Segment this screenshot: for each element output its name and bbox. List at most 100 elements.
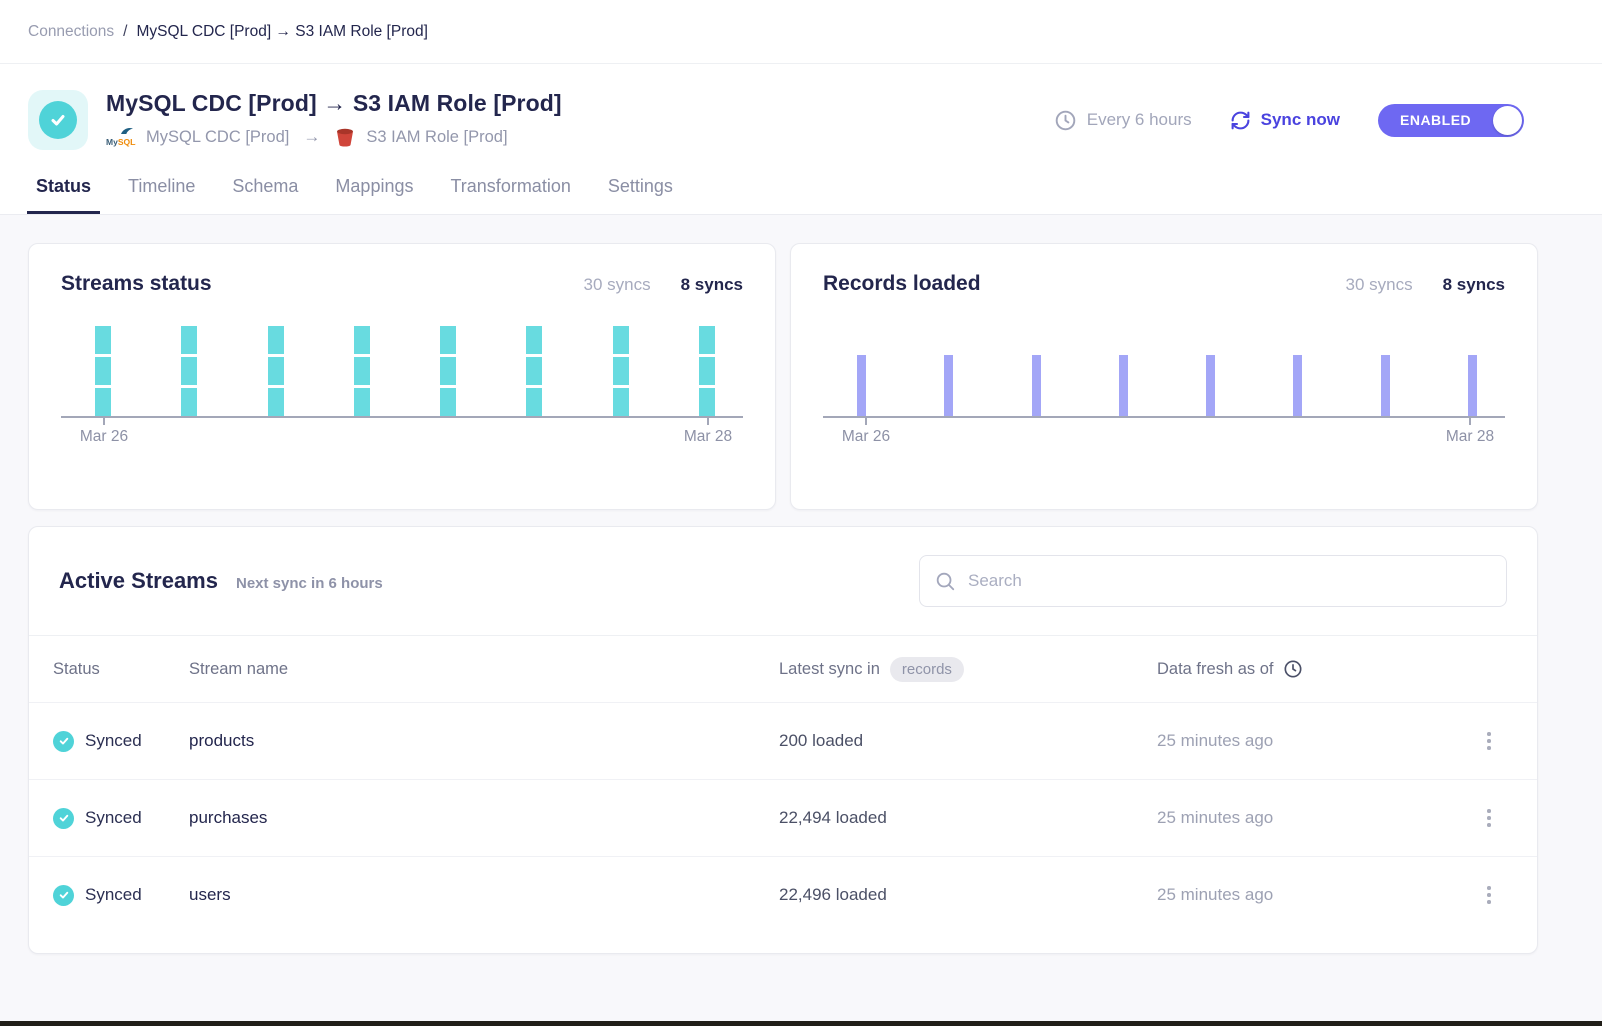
- refresh-icon: [1230, 110, 1251, 131]
- column-header-latest-sync: Latest sync in: [779, 659, 880, 678]
- connection-status-icon: [28, 90, 88, 150]
- chart-bar: [1293, 355, 1303, 416]
- stream-name: purchases: [189, 808, 268, 827]
- axis-tick: [865, 418, 867, 425]
- streams-status-title: Streams status: [61, 272, 212, 295]
- stream-status: Synced: [85, 731, 142, 750]
- search-input[interactable]: [919, 555, 1507, 607]
- axis-label-start: Mar 26: [841, 428, 891, 445]
- table-header: Status Stream name Latest sync in record…: [29, 635, 1537, 702]
- chart-bar: [612, 326, 629, 416]
- table-row[interactable]: Synced users 22,496 loaded 25 minutes ag…: [29, 856, 1537, 933]
- stream-name: products: [189, 731, 255, 750]
- axis-tick: [1469, 418, 1471, 425]
- sync-now-button[interactable]: Sync now: [1230, 110, 1340, 131]
- column-header-data-fresh: Data fresh as of: [1157, 659, 1274, 678]
- chart-bar: [1118, 355, 1128, 416]
- records-loaded-title: Records loaded: [823, 272, 981, 295]
- data-fresh-value: 25 minutes ago: [1157, 731, 1274, 750]
- connection-header: MySQL CDC [Prod] → S3 IAM Role [Prod] My…: [0, 64, 1602, 150]
- chart-bar: [95, 326, 111, 416]
- clock-icon: [1283, 659, 1303, 679]
- tab-status[interactable]: Status: [27, 176, 101, 214]
- records-loaded: 200 loaded: [779, 731, 864, 750]
- sync-now-label: Sync now: [1260, 110, 1340, 129]
- s3-bucket-icon: [334, 126, 356, 148]
- chart-bar: [353, 326, 370, 416]
- chart-bar: [267, 326, 284, 416]
- page-title: MySQL CDC [Prod] → S3 IAM Role [Prod]: [106, 90, 562, 116]
- axis-label-start: Mar 26: [79, 428, 129, 445]
- streams-status-card: Streams status 30 syncs 8 syncs Mar 26 M…: [28, 243, 776, 510]
- records-unit-badge[interactable]: records: [889, 656, 964, 682]
- svg-text:MySQL.: MySQL.: [106, 137, 136, 147]
- synced-check-icon: [53, 730, 74, 752]
- enabled-toggle-label: ENABLED: [1400, 112, 1472, 128]
- chart-bar: [1206, 355, 1216, 416]
- column-header-status: Status: [53, 659, 100, 678]
- breadcrumb-current: MySQL CDC [Prod] → S3 IAM Role [Prod]: [136, 22, 428, 40]
- stream-status: Synced: [85, 885, 142, 904]
- synced-check-icon: [53, 807, 74, 829]
- x-axis: Mar 26 Mar 28: [823, 416, 1505, 450]
- range-option-30-syncs[interactable]: 30 syncs: [583, 275, 651, 294]
- destination-name: S3 IAM Role [Prod]: [366, 127, 508, 146]
- chart-bar: [526, 326, 543, 416]
- sync-schedule: Every 6 hours: [1054, 109, 1192, 132]
- toggle-knob: [1493, 105, 1522, 135]
- source-name: MySQL CDC [Prod]: [146, 127, 290, 146]
- synced-check-icon: [53, 884, 74, 906]
- breadcrumb: Connections / MySQL CDC [Prod] → S3 IAM …: [0, 0, 1602, 64]
- row-menu-button[interactable]: [1481, 726, 1497, 756]
- streams-status-chart: Mar 26 Mar 28: [61, 326, 743, 450]
- row-menu-button[interactable]: [1481, 880, 1497, 910]
- records-loaded: 22,496 loaded: [779, 885, 887, 904]
- table-row[interactable]: Synced products 200 loaded 25 minutes ag…: [29, 702, 1537, 779]
- main-content: Streams status 30 syncs 8 syncs Mar 26 M…: [0, 215, 1602, 954]
- tabs-bar: Status Timeline Schema Mappings Transfor…: [0, 150, 1602, 214]
- column-header-stream-name: Stream name: [189, 659, 289, 678]
- row-menu-button[interactable]: [1481, 803, 1497, 833]
- table-row[interactable]: Synced purchases 22,494 loaded 25 minute…: [29, 779, 1537, 856]
- chart-bar: [857, 355, 866, 416]
- chart-bar: [181, 326, 198, 416]
- data-fresh-value: 25 minutes ago: [1157, 808, 1274, 827]
- schedule-label: Every 6 hours: [1086, 110, 1192, 129]
- chart-bar: [1467, 355, 1477, 416]
- stream-name: users: [189, 885, 231, 904]
- tab-settings[interactable]: Settings: [607, 176, 673, 196]
- records-loaded: 22,494 loaded: [779, 808, 887, 827]
- chart-bar: [1380, 355, 1390, 416]
- source-to-destination-arrow: →: [303, 127, 321, 146]
- range-option-30-syncs[interactable]: 30 syncs: [1345, 275, 1413, 294]
- tab-schema[interactable]: Schema: [232, 176, 299, 196]
- chart-bar: [944, 355, 954, 416]
- range-option-8-syncs[interactable]: 8 syncs: [680, 275, 743, 294]
- search-icon: [934, 570, 956, 597]
- stream-status: Synced: [85, 808, 142, 827]
- chart-bar: [1031, 355, 1041, 416]
- check-circle-icon: [39, 101, 77, 139]
- axis-tick: [707, 418, 709, 425]
- chart-bar: [698, 326, 715, 416]
- next-sync-label: Next sync in 6 hours: [235, 575, 383, 592]
- active-streams-title: Active Streams: [59, 568, 218, 593]
- chart-bar: [440, 326, 457, 416]
- data-fresh-value: 25 minutes ago: [1157, 885, 1274, 904]
- axis-label-end: Mar 28: [1445, 428, 1495, 445]
- records-loaded-card: Records loaded 30 syncs 8 syncs Mar 26 M…: [790, 243, 1538, 510]
- bottom-edge: [0, 1021, 1602, 1026]
- tab-transformation[interactable]: Transformation: [450, 176, 571, 196]
- tab-timeline[interactable]: Timeline: [128, 176, 196, 196]
- breadcrumb-separator: /: [123, 22, 128, 40]
- tab-mappings[interactable]: Mappings: [335, 176, 414, 196]
- active-streams-card: Active Streams Next sync in 6 hours Stat…: [28, 526, 1538, 954]
- enabled-toggle[interactable]: ENABLED: [1378, 103, 1524, 137]
- top-header-block: Connections / MySQL CDC [Prod] → S3 IAM …: [0, 0, 1602, 215]
- breadcrumb-connections-link[interactable]: Connections: [28, 22, 115, 40]
- clock-icon: [1054, 109, 1077, 132]
- axis-tick: [103, 418, 105, 425]
- axis-label-end: Mar 28: [683, 428, 733, 445]
- range-option-8-syncs[interactable]: 8 syncs: [1442, 275, 1505, 294]
- bar-group: [823, 326, 1505, 416]
